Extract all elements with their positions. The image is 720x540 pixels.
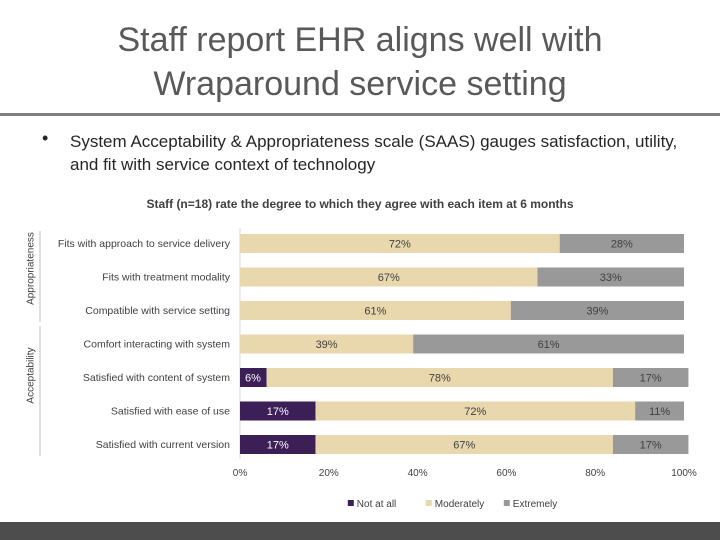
bar-segment-extremely — [510, 301, 684, 320]
x-tick-label: 0% — [233, 468, 248, 479]
data-label: 72% — [464, 406, 486, 418]
bullet-text: System Acceptability & Appropriateness s… — [70, 132, 678, 174]
data-label: 61% — [364, 306, 386, 318]
chart-title: Staff (n=18) rate the degree to which th… — [146, 197, 574, 211]
x-tick-label: 20% — [319, 468, 339, 479]
data-label: 78% — [429, 373, 451, 385]
data-label: 72% — [389, 239, 411, 251]
bar-segment-not-at-all — [240, 368, 267, 387]
bar-segment-extremely — [559, 234, 684, 253]
bar-segment-moderately — [315, 435, 613, 454]
stacked-bar-chart: Fits with approach to service delivery 72… — [39, 228, 697, 510]
data-label: 33% — [600, 272, 622, 284]
bar-segment-moderately — [240, 267, 538, 287]
bar-segment-moderately — [240, 334, 414, 354]
bar-segment-not-at-all — [240, 435, 316, 454]
data-label: 67% — [378, 272, 400, 284]
category-label: Comfort interacting with system — [84, 339, 231, 351]
bar-segment-moderately — [240, 234, 560, 253]
bar-segment-extremely — [635, 401, 684, 421]
bar-segment-moderately — [240, 301, 511, 320]
category-label: Fits with approach to service delivery — [58, 238, 231, 250]
legend-swatch-not-at-all — [347, 500, 354, 506]
data-label: 67% — [453, 440, 475, 452]
category-label: Satisfied with ease of use — [111, 406, 230, 418]
data-label: 17% — [267, 406, 289, 418]
bar-segment-moderately — [315, 401, 636, 421]
legend-swatch-moderately — [425, 500, 432, 506]
category-label: Satisfied with content of system — [83, 372, 230, 384]
category-label: Fits with treatment modality — [102, 272, 231, 284]
x-tick-label: 80% — [585, 468, 605, 479]
category-label: Compatible with service setting — [85, 305, 230, 317]
bar-segment-extremely — [413, 334, 684, 354]
data-label: 28% — [611, 239, 633, 251]
data-label: 11% — [649, 406, 670, 418]
bar-segment-extremely — [612, 435, 689, 454]
slide-title-line-1: Staff report EHR aligns well with — [117, 21, 603, 59]
data-label: 61% — [538, 339, 560, 351]
data-label: 6% — [245, 373, 261, 385]
slide-title-line-2: Wraparound service setting — [153, 65, 567, 103]
x-tick-label: 60% — [496, 468, 516, 479]
bar-segment-extremely — [612, 368, 689, 387]
legend-swatch-extremely — [503, 500, 510, 506]
data-label: 39% — [316, 339, 338, 351]
category-label: Satisfied with current version — [96, 439, 230, 451]
legend-label: Moderately — [435, 499, 484, 510]
bar-segment-not-at-all — [240, 401, 316, 421]
data-label: 39% — [586, 306, 608, 318]
bullet-icon: • — [42, 128, 49, 148]
title-divider — [0, 113, 720, 116]
data-label: 17% — [640, 373, 662, 385]
data-label: 17% — [640, 440, 662, 452]
data-label: 17% — [267, 440, 289, 452]
footer-bar — [0, 522, 720, 540]
x-tick-label: 100% — [671, 468, 697, 479]
legend-label: Extremely — [513, 499, 557, 510]
bar-segment-extremely — [537, 267, 684, 287]
legend-label: Not at all — [357, 499, 396, 510]
bar-segment-moderately — [266, 368, 613, 387]
x-tick-label: 40% — [408, 468, 428, 479]
slide-title: Staff report EHR aligns well with Wrapar… — [40, 18, 680, 106]
